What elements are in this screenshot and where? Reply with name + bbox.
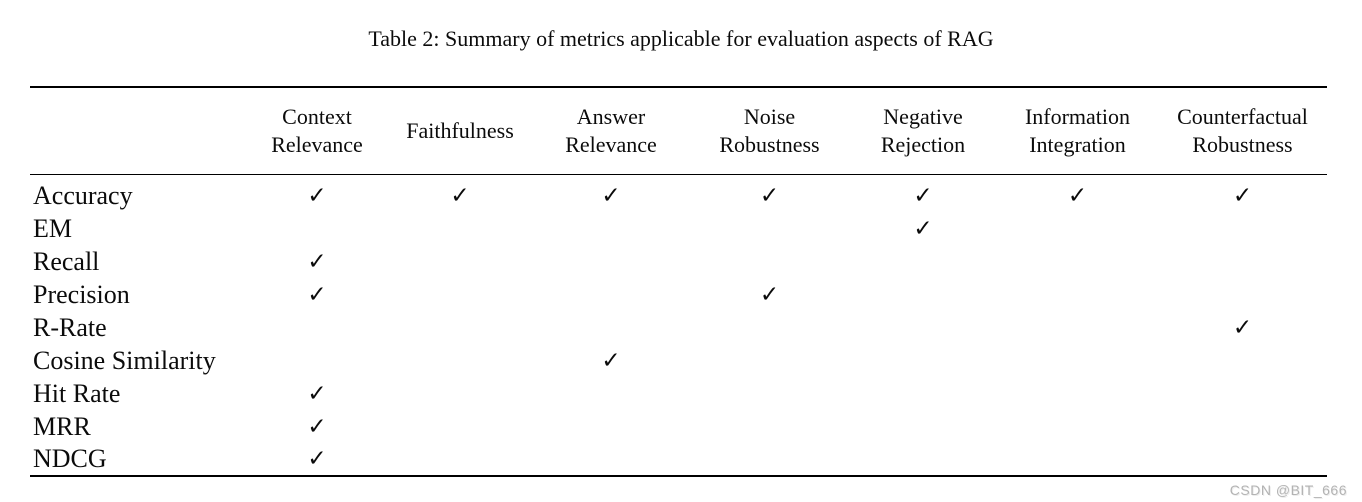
column-header: Faithfulness <box>388 87 532 175</box>
empty-cell <box>1158 410 1327 443</box>
check-icon: ✓ <box>913 215 933 242</box>
table-body: Accuracy ✓ ✓ ✓ ✓ ✓ ✓ ✓ EM ✓ Recall ✓ Precision ✓ ✓ R-Ra… <box>30 175 1327 477</box>
row-label: Precision <box>33 279 130 309</box>
empty-cell <box>532 278 690 311</box>
row-label: Accuracy <box>33 181 133 210</box>
check-icon: ✓ <box>1067 183 1088 209</box>
table-row: Precision ✓ ✓ <box>30 278 1327 311</box>
empty-cell <box>690 311 849 344</box>
empty-cell <box>1158 344 1327 377</box>
table-row: Hit Rate ✓ <box>30 377 1327 410</box>
check-icon: ✓ <box>913 183 933 209</box>
empty-cell <box>388 344 532 377</box>
empty-cell <box>1158 377 1327 410</box>
check-icon: ✓ <box>450 183 470 209</box>
column-header: Negative Rejection <box>849 87 997 175</box>
empty-cell <box>849 377 997 410</box>
metrics-table: Context Relevance Faithfulness Answer Rele… <box>30 86 1327 477</box>
watermark: CSDN @BIT_666 <box>1229 482 1347 498</box>
empty-cell <box>532 443 690 476</box>
empty-cell <box>849 311 997 344</box>
row-label: EM <box>33 213 72 243</box>
check-icon: ✓ <box>307 413 327 440</box>
empty-cell <box>1158 212 1327 245</box>
check-icon: ✓ <box>307 380 327 407</box>
empty-cell <box>690 212 849 245</box>
check-icon: ✓ <box>601 347 621 374</box>
check-icon: ✓ <box>307 446 327 472</box>
table-row: R-Rate ✓ <box>30 311 1327 344</box>
corner-cell <box>30 87 246 175</box>
empty-cell <box>997 278 1158 311</box>
empty-cell <box>388 278 532 311</box>
table-caption: Table 2: Summary of metrics applicable f… <box>368 26 994 51</box>
column-header: Counterfactual Robustness <box>1158 87 1327 175</box>
column-header: Information Integration <box>997 87 1158 175</box>
table-row: Accuracy ✓ ✓ ✓ ✓ ✓ ✓ ✓ <box>30 175 1327 213</box>
empty-cell <box>388 377 532 410</box>
empty-cell <box>849 344 997 377</box>
empty-cell <box>690 245 849 278</box>
empty-cell <box>997 377 1158 410</box>
row-label: Hit Rate <box>33 378 121 408</box>
empty-cell <box>388 443 532 476</box>
empty-cell <box>532 212 690 245</box>
column-header: Noise Robustness <box>690 87 849 175</box>
row-label: NDCG <box>33 444 107 473</box>
check-icon: ✓ <box>601 183 621 209</box>
empty-cell <box>1158 245 1327 278</box>
empty-cell <box>849 278 997 311</box>
row-label: R-Rate <box>33 312 107 342</box>
header-row: Context Relevance Faithfulness Answer Rele… <box>30 87 1327 175</box>
empty-cell <box>997 311 1158 344</box>
empty-cell <box>849 443 997 476</box>
empty-cell <box>690 377 849 410</box>
check-icon: ✓ <box>307 281 327 308</box>
empty-cell <box>997 344 1158 377</box>
empty-cell <box>997 245 1158 278</box>
empty-cell <box>388 245 532 278</box>
column-header: Context Relevance <box>246 87 388 175</box>
check-icon: ✓ <box>1232 314 1253 341</box>
empty-cell <box>690 410 849 443</box>
table-row: EM ✓ <box>30 212 1327 245</box>
table-row: NDCG ✓ <box>30 443 1327 476</box>
check-icon: ✓ <box>307 248 327 275</box>
empty-cell <box>997 212 1158 245</box>
row-label: MRR <box>33 411 91 441</box>
empty-cell <box>532 311 690 344</box>
check-icon: ✓ <box>307 183 327 209</box>
empty-cell <box>849 245 997 278</box>
empty-cell <box>532 377 690 410</box>
check-icon: ✓ <box>759 183 780 209</box>
empty-cell <box>246 344 388 377</box>
table-row: Recall ✓ <box>30 245 1327 278</box>
empty-cell <box>532 410 690 443</box>
check-icon: ✓ <box>1232 183 1253 209</box>
empty-cell <box>690 443 849 476</box>
empty-cell <box>997 410 1158 443</box>
empty-cell <box>1158 443 1327 476</box>
table-row: Cosine Similarity ✓ <box>30 344 1327 377</box>
column-header: Answer Relevance <box>532 87 690 175</box>
empty-cell <box>246 311 388 344</box>
empty-cell <box>1158 278 1327 311</box>
empty-cell <box>849 410 997 443</box>
empty-cell <box>388 410 532 443</box>
table-row: MRR ✓ <box>30 410 1327 443</box>
empty-cell <box>388 311 532 344</box>
empty-cell <box>532 245 690 278</box>
empty-cell <box>388 212 532 245</box>
row-label: Cosine Similarity <box>33 345 216 375</box>
row-label: Recall <box>33 246 100 276</box>
empty-cell <box>246 212 388 245</box>
empty-cell <box>997 443 1158 476</box>
empty-cell <box>690 344 849 377</box>
check-icon: ✓ <box>759 281 780 308</box>
